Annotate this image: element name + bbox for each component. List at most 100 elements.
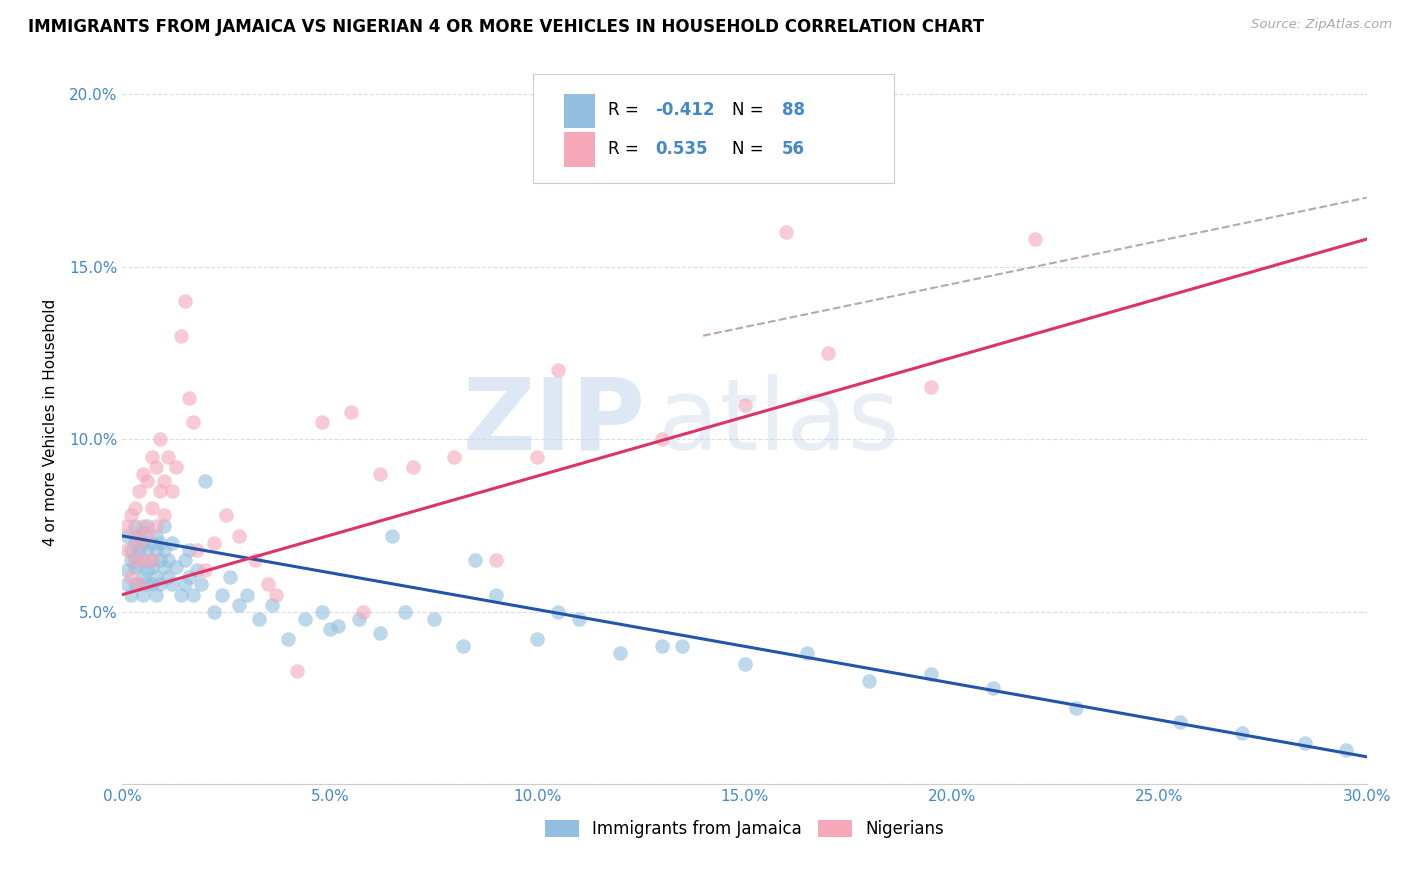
Point: [526, 450, 548, 464]
Point: [149, 553, 172, 567]
Point: [173, 577, 195, 591]
Point: [145, 542, 167, 557]
Point: [136, 542, 159, 557]
Point: [169, 588, 191, 602]
Point: [128, 577, 150, 591]
Point: [219, 570, 242, 584]
Point: [734, 398, 756, 412]
Point: [547, 605, 569, 619]
Point: [352, 605, 374, 619]
Point: [136, 577, 159, 591]
Point: [120, 570, 142, 584]
Text: Source: ZipAtlas.com: Source: ZipAtlas.com: [1251, 18, 1392, 31]
Point: [157, 570, 180, 584]
Point: [153, 518, 176, 533]
Point: [115, 577, 138, 591]
Point: [153, 560, 176, 574]
Point: [177, 542, 200, 557]
Point: [368, 625, 391, 640]
Point: [132, 570, 155, 584]
Point: [256, 577, 278, 591]
Point: [145, 588, 167, 602]
Point: [177, 391, 200, 405]
Point: [311, 415, 333, 429]
Text: IMMIGRANTS FROM JAMAICA VS NIGERIAN 4 OR MORE VEHICLES IN HOUSEHOLD CORRELATION : IMMIGRANTS FROM JAMAICA VS NIGERIAN 4 OR…: [28, 18, 984, 36]
Point: [339, 404, 361, 418]
Point: [124, 536, 146, 550]
Point: [141, 501, 163, 516]
Point: [124, 577, 146, 591]
Bar: [564, 94, 595, 128]
Point: [1334, 743, 1357, 757]
Point: [1066, 701, 1088, 715]
Point: [157, 450, 180, 464]
Point: [124, 549, 146, 564]
Point: [124, 518, 146, 533]
Point: [651, 640, 673, 654]
Point: [671, 640, 693, 654]
Point: [247, 612, 270, 626]
Point: [136, 529, 159, 543]
Point: [796, 646, 818, 660]
Point: [115, 518, 138, 533]
Point: [120, 508, 142, 523]
Point: [186, 563, 208, 577]
Point: [132, 588, 155, 602]
Text: -0.412: -0.412: [655, 102, 714, 120]
Point: [153, 542, 176, 557]
Text: R =: R =: [607, 140, 644, 158]
Point: [245, 553, 267, 567]
Point: [920, 380, 942, 394]
Text: ZIP: ZIP: [463, 374, 645, 470]
Point: [136, 474, 159, 488]
Point: [734, 657, 756, 671]
Point: [128, 483, 150, 498]
Point: [228, 598, 250, 612]
Point: [141, 553, 163, 567]
Point: [132, 553, 155, 567]
Point: [136, 563, 159, 577]
Point: [149, 483, 172, 498]
Point: [381, 529, 404, 543]
Point: [173, 294, 195, 309]
Point: [277, 632, 299, 647]
Point: [153, 508, 176, 523]
FancyBboxPatch shape: [533, 74, 894, 183]
Point: [609, 646, 631, 660]
Text: 0.535: 0.535: [655, 140, 707, 158]
Point: [132, 553, 155, 567]
Point: [162, 577, 184, 591]
Point: [165, 459, 187, 474]
Point: [568, 612, 591, 626]
Point: [115, 542, 138, 557]
Point: [817, 346, 839, 360]
Y-axis label: 4 or more Vehicles in Household: 4 or more Vehicles in Household: [44, 299, 58, 546]
Point: [132, 518, 155, 533]
Point: [526, 632, 548, 647]
Legend: Immigrants from Jamaica, Nigerians: Immigrants from Jamaica, Nigerians: [538, 814, 950, 845]
Point: [149, 536, 172, 550]
Point: [149, 577, 172, 591]
Point: [464, 553, 486, 567]
Point: [124, 560, 146, 574]
Point: [920, 667, 942, 681]
Point: [124, 529, 146, 543]
Text: N =: N =: [733, 140, 769, 158]
Point: [120, 553, 142, 567]
Text: 88: 88: [782, 102, 806, 120]
Point: [181, 588, 204, 602]
Point: [153, 474, 176, 488]
Point: [186, 542, 208, 557]
Point: [165, 560, 187, 574]
Point: [1024, 232, 1046, 246]
Point: [394, 605, 416, 619]
Point: [145, 459, 167, 474]
Point: [115, 529, 138, 543]
Point: [120, 542, 142, 557]
Point: [128, 536, 150, 550]
Text: 56: 56: [782, 140, 806, 158]
Point: [120, 588, 142, 602]
Point: [194, 474, 217, 488]
Point: [169, 328, 191, 343]
Point: [141, 560, 163, 574]
